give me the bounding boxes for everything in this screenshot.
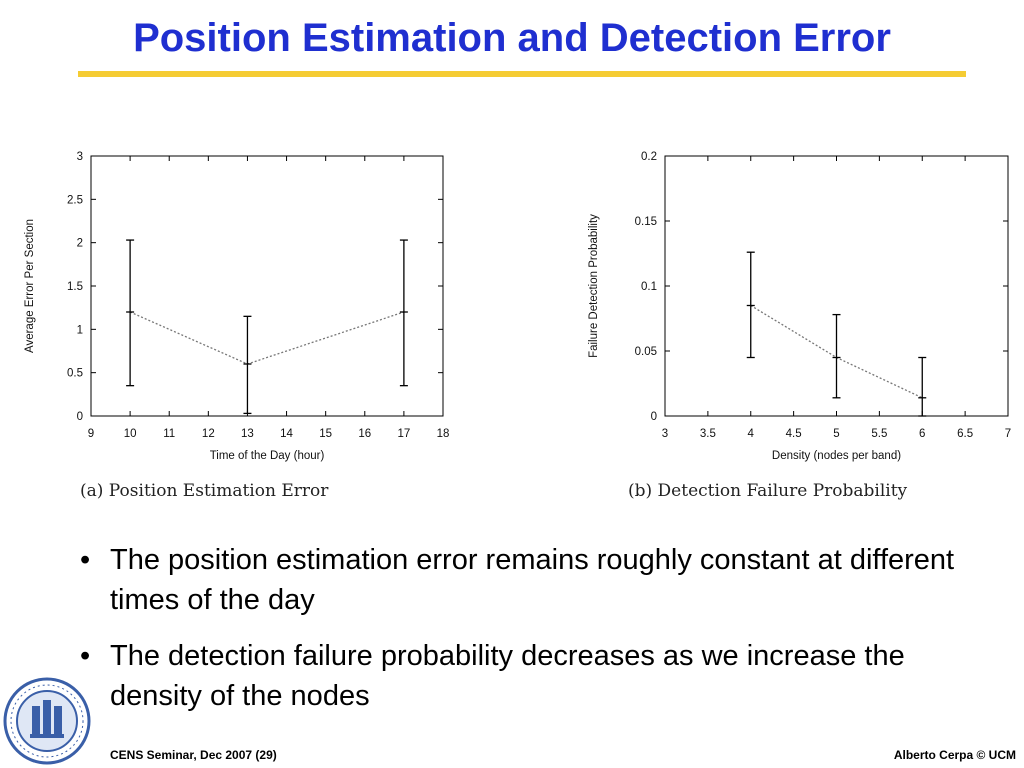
y-tick-label: 3 (77, 151, 83, 163)
x-axis-label: Density (nodes per band) (772, 450, 901, 462)
chart-caption: (a) Position Estimation Error (80, 481, 329, 501)
x-tick-label: 3.5 (700, 428, 716, 440)
university-seal-logo (3, 677, 91, 765)
chart-caption: (b) Detection Failure Probability (628, 481, 908, 501)
x-axis-label: Time of the Day (hour) (210, 450, 325, 462)
y-tick-label: 1.5 (67, 281, 83, 293)
bullet-dot: • (80, 640, 91, 672)
x-tick-label: 9 (88, 428, 94, 440)
footer-author: Alberto Cerpa © UCM (893, 748, 1016, 762)
chart-2: 3 3.5 4 4.5 5 5.5 6 6.5 7 0 0.05 0.1 0.15 0.2 Density … (588, 151, 1011, 501)
bullet-dot: • (80, 544, 91, 576)
chart-1: 9 10 11 12 13 14 15 16 17 18 0 0.5 1 1.5 2 2.5 3 Time of … (24, 151, 449, 501)
bullet-item: • The detection failure probability decre… (80, 636, 980, 716)
x-tick-label: 18 (437, 428, 450, 440)
y-tick-label: 0.2 (641, 151, 657, 163)
y-tick-label: 0.15 (635, 216, 657, 228)
y-tick-label: 0.05 (635, 346, 657, 358)
y-tick-label: 1 (77, 324, 83, 336)
x-tick-label: 17 (397, 428, 410, 440)
series-line (129, 311, 405, 365)
x-tick-label: 12 (202, 428, 215, 440)
x-tick-label: 10 (124, 428, 137, 440)
x-tick-label: 14 (280, 428, 293, 440)
bullet-list: • The position estimation error remains r… (80, 540, 980, 732)
bullet-item: • The position estimation error remains r… (80, 540, 980, 620)
footer-seminar: CENS Seminar, Dec 2007 (29) (110, 748, 277, 762)
slide-title: Position Estimation and Detection Error (133, 16, 891, 60)
x-tick-label: 4.5 (786, 428, 802, 440)
y-tick-label: 2.5 (67, 194, 83, 206)
y-axis-label: Average Error Per Section (24, 219, 36, 353)
x-tick-label: 5.5 (871, 428, 887, 440)
x-tick-label: 7 (1005, 428, 1011, 440)
y-tick-label: 2 (77, 238, 83, 250)
x-tick-label: 4 (748, 428, 755, 440)
x-tick-label: 6 (919, 428, 925, 440)
x-tick-label: 16 (358, 428, 371, 440)
x-tick-label: 3 (662, 428, 668, 440)
x-tick-label: 15 (319, 428, 332, 440)
x-tick-label: 13 (241, 428, 254, 440)
title-underline (78, 71, 966, 77)
bullet-text: The detection failure probability decrea… (110, 640, 905, 712)
x-tick-label: 5 (833, 428, 839, 440)
x-tick-label: 11 (163, 428, 175, 440)
y-tick-label: 0 (77, 411, 83, 423)
charts-figure: 9 10 11 12 13 14 15 16 17 18 0 0.5 1 1.5 2 2.5 3 Time of … (24, 151, 1011, 501)
y-tick-label: 0 (651, 411, 657, 423)
x-tick-label: 6.5 (957, 428, 973, 440)
plot-frame (90, 155, 444, 417)
y-axis-label: Failure Detection Probability (588, 214, 600, 358)
y-tick-label: 0.5 (67, 368, 83, 380)
y-tick-label: 0.1 (641, 281, 657, 293)
bullet-text: The position estimation error remains ro… (110, 544, 955, 616)
